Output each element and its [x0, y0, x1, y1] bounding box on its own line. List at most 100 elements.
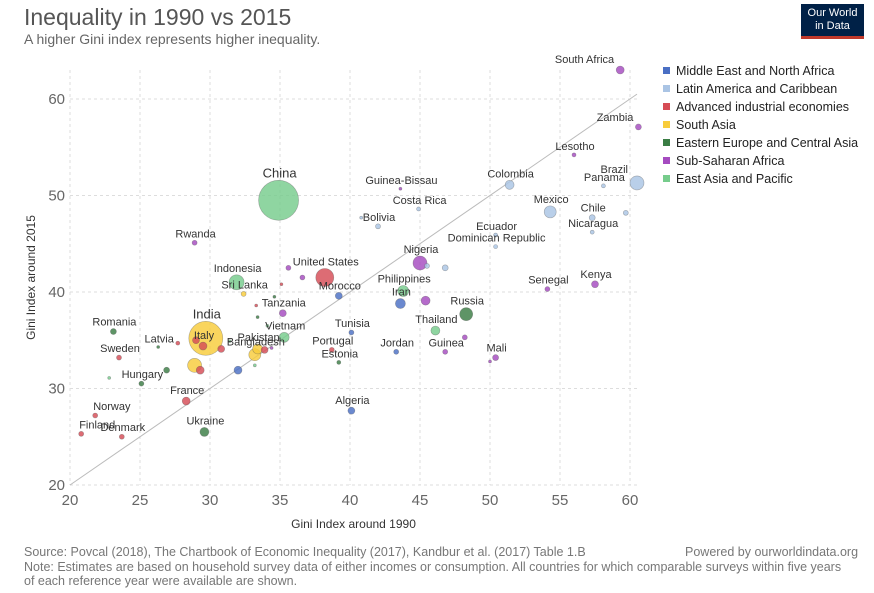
legend-swatch	[663, 121, 670, 128]
point-costa-rica	[416, 206, 421, 212]
data-label-italy: Italy	[194, 330, 215, 342]
point-russia	[459, 307, 474, 321]
x-axis-title: Gini Index around 1990	[291, 517, 416, 531]
data-label-sweden: Sweden	[100, 343, 140, 355]
y-tick-label: 30	[48, 380, 65, 397]
legend-swatch	[663, 103, 670, 110]
y-tick-label: 60	[48, 91, 65, 108]
point-china	[258, 179, 299, 221]
point-south-africa	[615, 65, 625, 75]
x-tick-label: 50	[482, 492, 499, 509]
point-sweden	[116, 354, 122, 361]
x-tick-label: 40	[342, 492, 359, 509]
legend-item[interactable]: Sub-Saharan Africa	[663, 152, 858, 170]
point-hungary	[138, 380, 145, 387]
point-tunisia	[348, 329, 355, 336]
point-ukraine	[199, 427, 210, 437]
powered-by-link[interactable]: Powered by ourworldindata.org	[685, 545, 859, 559]
data-label-tunisia: Tunisia	[335, 318, 371, 330]
point-unlabeled	[424, 263, 430, 269]
logo-line-2: in Data	[815, 20, 850, 32]
point-unlabeled	[255, 315, 260, 319]
data-label-indonesia: Indonesia	[214, 263, 263, 275]
point-unlabeled	[195, 365, 205, 375]
point-norway	[92, 412, 98, 419]
point-latvia	[156, 345, 160, 349]
point-unlabeled	[265, 323, 270, 328]
x-tick-label: 60	[622, 492, 639, 509]
grid	[69, 70, 637, 486]
source-note: Source: Povcal (2018), The Chartbook of …	[24, 545, 586, 559]
legend-label: Sub-Saharan Africa	[676, 154, 785, 168]
point-unlabeled	[299, 274, 306, 281]
data-label-nicaragua: Nicaragua	[568, 218, 619, 230]
legend-item[interactable]: Advanced industrial economies	[663, 98, 858, 116]
point-unlabeled	[227, 339, 232, 343]
data-label-romania: Romania	[92, 317, 137, 329]
legend-item[interactable]: Middle East and North Africa	[663, 62, 858, 80]
point-france	[181, 396, 191, 406]
point-unlabeled	[175, 340, 181, 346]
point-finland	[78, 431, 84, 437]
data-label-ukraine: Ukraine	[186, 415, 224, 427]
data-label-india: India	[193, 306, 222, 321]
data-label-china: China	[263, 165, 298, 180]
data-label-costa-rica: Costa Rica	[393, 195, 448, 207]
legend-swatch	[663, 139, 670, 146]
data-label-zambia: Zambia	[597, 112, 635, 124]
y-tick-label: 40	[48, 284, 65, 301]
point-unlabeled	[253, 363, 257, 368]
point-mexico	[543, 205, 557, 219]
point-unlabeled	[272, 295, 277, 299]
point-unlabeled	[107, 376, 111, 380]
point-united-states	[315, 268, 335, 287]
data-label-guinea: Guinea	[428, 337, 464, 349]
data-label-ecuador: Ecuador	[476, 221, 517, 233]
point-unlabeled	[217, 345, 225, 353]
data-label-guinea-bissau: Guinea-Bissau	[365, 175, 437, 187]
point-indonesia	[228, 274, 245, 291]
legend-item[interactable]: Eastern Europe and Central Asia	[663, 134, 858, 152]
legend-label: South Asia	[676, 118, 736, 132]
data-label-iran: Iran	[392, 287, 411, 299]
point-unlabeled	[488, 359, 492, 364]
legend-item[interactable]: South Asia	[663, 116, 858, 134]
point-zambia	[635, 123, 642, 131]
data-label-rwanda: Rwanda	[175, 228, 216, 240]
point-guinea-bissau	[398, 186, 403, 191]
data-label-vietnam: Vietnam	[265, 320, 305, 332]
point-morocco	[334, 292, 343, 300]
axes: 20 25 30 35 40 45 50 55 60 20 30 40 50 60 Gini Index a…	[24, 91, 638, 531]
point-unlabeled	[285, 265, 292, 271]
data-label-jordan: Jordan	[380, 337, 414, 349]
data-label-portugal: Portugal	[312, 335, 353, 347]
point-guinea	[442, 349, 449, 355]
point-unlabeled	[233, 365, 243, 375]
point-lesotho	[571, 152, 577, 158]
data-label-finland: Finland	[79, 419, 115, 431]
data-label-pakistan: Pakistan	[237, 332, 279, 344]
data-label-tanzania: Tanzania	[262, 298, 307, 310]
point-unlabeled	[192, 336, 200, 345]
data-label-latvia: Latvia	[145, 333, 175, 345]
legend-item[interactable]: Latin America and Caribbean	[663, 80, 858, 98]
owid-logo[interactable]: Our World in Data	[801, 4, 864, 39]
data-label-russia: Russia	[450, 296, 485, 308]
point-jordan	[393, 349, 400, 355]
point-philippines	[397, 285, 410, 297]
legend-item[interactable]: East Asia and Pacific	[663, 170, 858, 188]
legend-swatch	[663, 175, 670, 182]
point-iran	[395, 298, 406, 309]
point-colombia	[504, 180, 515, 190]
point-rwanda	[191, 239, 198, 246]
point-unlabeled	[279, 282, 284, 287]
x-tick-label: 35	[272, 492, 289, 509]
data-label-bolivia: Bolivia	[363, 212, 396, 224]
data-label-algeria: Algeria	[335, 395, 370, 407]
x-tick-label: 25	[132, 492, 149, 509]
point-senegal	[544, 286, 551, 292]
data-label-estonia: Estonia	[321, 348, 359, 360]
point-unlabeled	[420, 295, 431, 306]
